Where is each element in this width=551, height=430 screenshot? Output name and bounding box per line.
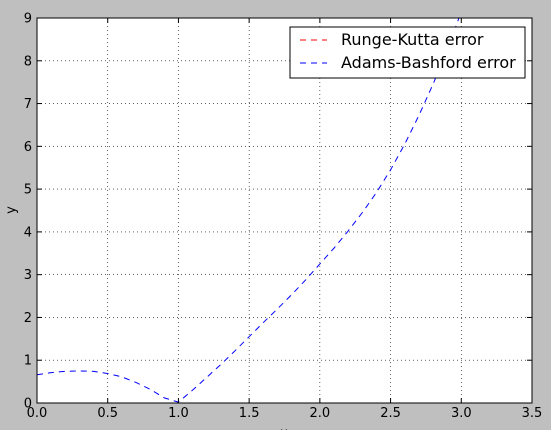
legend: Runge-Kutta error Adams-Bashford error (289, 26, 526, 79)
series-line-adams-bashford-error (37, 18, 460, 403)
x-tick-label: 2.5 (380, 406, 401, 421)
legend-box (289, 26, 526, 79)
series-layer (37, 18, 462, 403)
y-tick-label: 0 (24, 397, 32, 412)
x-tick-label: 0.0 (27, 406, 48, 421)
y-tick-label: 5 (24, 183, 32, 198)
y-tick-label: 8 (24, 54, 32, 69)
x-tick-labels: 0.0 0.5 1.0 1.5 2.0 2.5 3.0 3.5 (27, 406, 543, 421)
ticks (36, 17, 533, 404)
legend-label-runge-kutta: Runge-Kutta error (341, 30, 484, 49)
y-tick-label: 7 (24, 97, 32, 112)
y-tick-label: 3 (24, 268, 32, 283)
x-tick-label: 3.5 (522, 406, 543, 421)
y-tick-label: 9 (24, 12, 32, 27)
x-tick-label: 2.0 (310, 406, 331, 421)
x-tick-label: 1.0 (168, 406, 189, 421)
y-tick-label: 6 (24, 140, 32, 155)
legend-label-adams-bashford: Adams-Bashford error (341, 53, 516, 72)
plot-area (37, 18, 532, 403)
x-axis-label: x (280, 426, 288, 430)
y-tick-label: 4 (24, 225, 32, 240)
x-tick-label: 0.5 (97, 406, 118, 421)
y-tick-labels: 0 1 2 3 4 5 6 7 8 9 (24, 12, 32, 412)
y-axis-label: y (4, 206, 19, 214)
y-tick-label: 1 (24, 354, 32, 369)
y-tick-label: 2 (24, 311, 32, 326)
plot-frame (36, 17, 533, 404)
x-tick-label: 1.5 (239, 406, 260, 421)
x-tick-label: 3.0 (451, 406, 472, 421)
